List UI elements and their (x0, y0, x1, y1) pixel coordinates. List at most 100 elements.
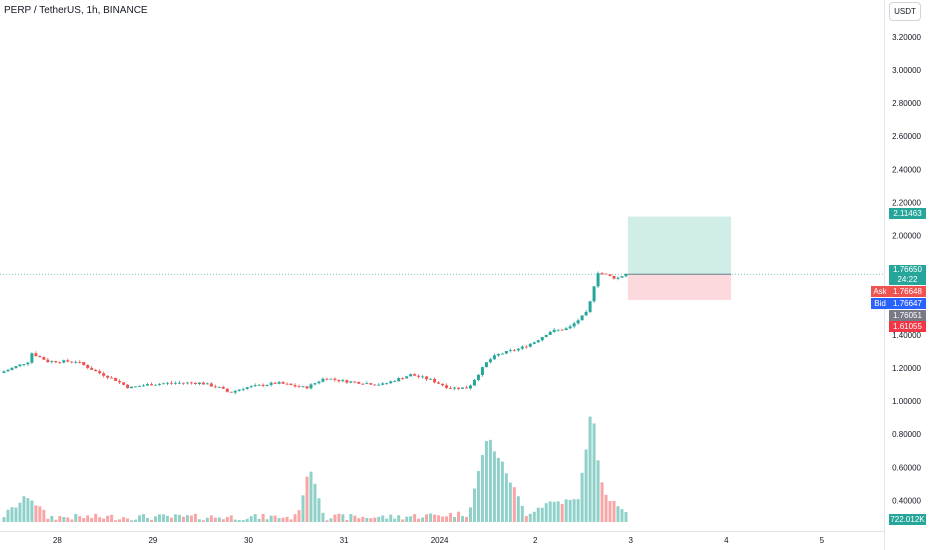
volume-bar (217, 517, 221, 522)
candle-body (449, 387, 453, 389)
candle-body (584, 311, 588, 316)
candle-body (169, 382, 173, 384)
candle-body (237, 389, 241, 391)
price-tick-label: 2.00000 (892, 232, 921, 241)
volume-bar (476, 471, 480, 522)
candle-body (516, 348, 520, 351)
volume-bar (281, 517, 285, 522)
candle-body (66, 360, 70, 362)
candle-body (313, 383, 317, 385)
volume-bar (26, 498, 30, 522)
volume-bar (425, 514, 429, 522)
volume-bar (576, 499, 580, 522)
candle-body (464, 387, 468, 389)
long-position-tool[interactable] (627, 216, 732, 301)
candle-body (297, 386, 301, 388)
time-tick-label: 29 (148, 536, 157, 545)
volume-bar (321, 512, 325, 522)
candle-body (349, 381, 353, 383)
candle-body (114, 377, 118, 381)
volume-bar (548, 501, 552, 522)
candle-body (245, 387, 249, 389)
volume-bar (353, 515, 357, 522)
candle-body (161, 383, 165, 385)
volume-bar (110, 514, 114, 522)
time-tick-label: 3 (629, 536, 634, 545)
candle-body (225, 388, 229, 392)
candle-body (421, 376, 425, 378)
volume-bar (161, 514, 165, 522)
target-price-tag: 2.11463 (889, 208, 926, 219)
price-tick-label: 1.20000 (892, 364, 921, 373)
volume-bar (245, 518, 249, 522)
volume-bar (185, 515, 189, 522)
volume-bar (10, 507, 14, 522)
current-price-tag: 1.76650 24:22 (889, 265, 926, 285)
volume-bar (138, 515, 142, 522)
candle-body (556, 329, 560, 331)
volume-bar (114, 520, 118, 522)
candle-body (281, 382, 285, 384)
volume-bar (365, 518, 369, 522)
volume-bar (596, 460, 600, 522)
candle-body (86, 365, 90, 368)
candle-body (6, 369, 10, 372)
candle-body (496, 353, 500, 356)
candle-body (153, 384, 157, 386)
candle-body (309, 384, 313, 389)
candle-body (604, 273, 608, 275)
candle-body (417, 375, 421, 377)
candle-body (540, 337, 544, 341)
candle-body (50, 361, 54, 363)
volume-bar (38, 506, 42, 522)
candle-body (588, 301, 592, 312)
volume-bar (229, 515, 233, 522)
volume-bar (261, 513, 265, 522)
candle-body (484, 362, 488, 368)
candle-body (425, 376, 429, 380)
candle-body (26, 362, 30, 365)
candle-body (492, 355, 496, 360)
currency-button[interactable]: USDT (889, 2, 921, 21)
time-tick-label: 31 (340, 536, 349, 545)
volume-bar (54, 519, 58, 522)
volume-bar (157, 514, 161, 522)
stop-zone (627, 274, 732, 301)
volume-bar (556, 501, 560, 522)
volume-bar (461, 516, 464, 522)
candle-body (353, 381, 357, 383)
volume-bar (46, 518, 50, 522)
candle-body (165, 382, 169, 384)
volume-bar (421, 517, 425, 522)
candle-body (22, 364, 26, 365)
candle-body (293, 385, 297, 387)
volume-bar (389, 514, 393, 522)
volume-bar (82, 517, 86, 522)
candle-body (480, 367, 484, 375)
candle-body (301, 386, 305, 388)
time-tick-label: 28 (53, 536, 62, 545)
candle-body (253, 385, 257, 387)
volume-bar (78, 516, 82, 522)
volume-bar (269, 515, 273, 522)
volume-bar (401, 519, 405, 522)
volume-bar (409, 516, 413, 522)
candle-body (576, 320, 580, 324)
volume-bar (453, 517, 457, 522)
candle-body (213, 386, 217, 388)
volume-bar (592, 423, 596, 522)
candle-body (233, 390, 237, 393)
candle-body (126, 384, 130, 389)
volume-bar (560, 503, 564, 522)
candle-body (122, 382, 126, 385)
candle-body (397, 378, 401, 382)
candle-body (78, 361, 82, 363)
time-axis[interactable]: 28 29 30 31 2024 2 3 4 5 (53, 536, 825, 545)
volume-bar (50, 516, 54, 522)
volume-bar (233, 519, 237, 522)
candle-body (185, 382, 189, 384)
candle-body (74, 361, 78, 363)
candle-body (265, 384, 269, 386)
candle-body (82, 362, 86, 366)
